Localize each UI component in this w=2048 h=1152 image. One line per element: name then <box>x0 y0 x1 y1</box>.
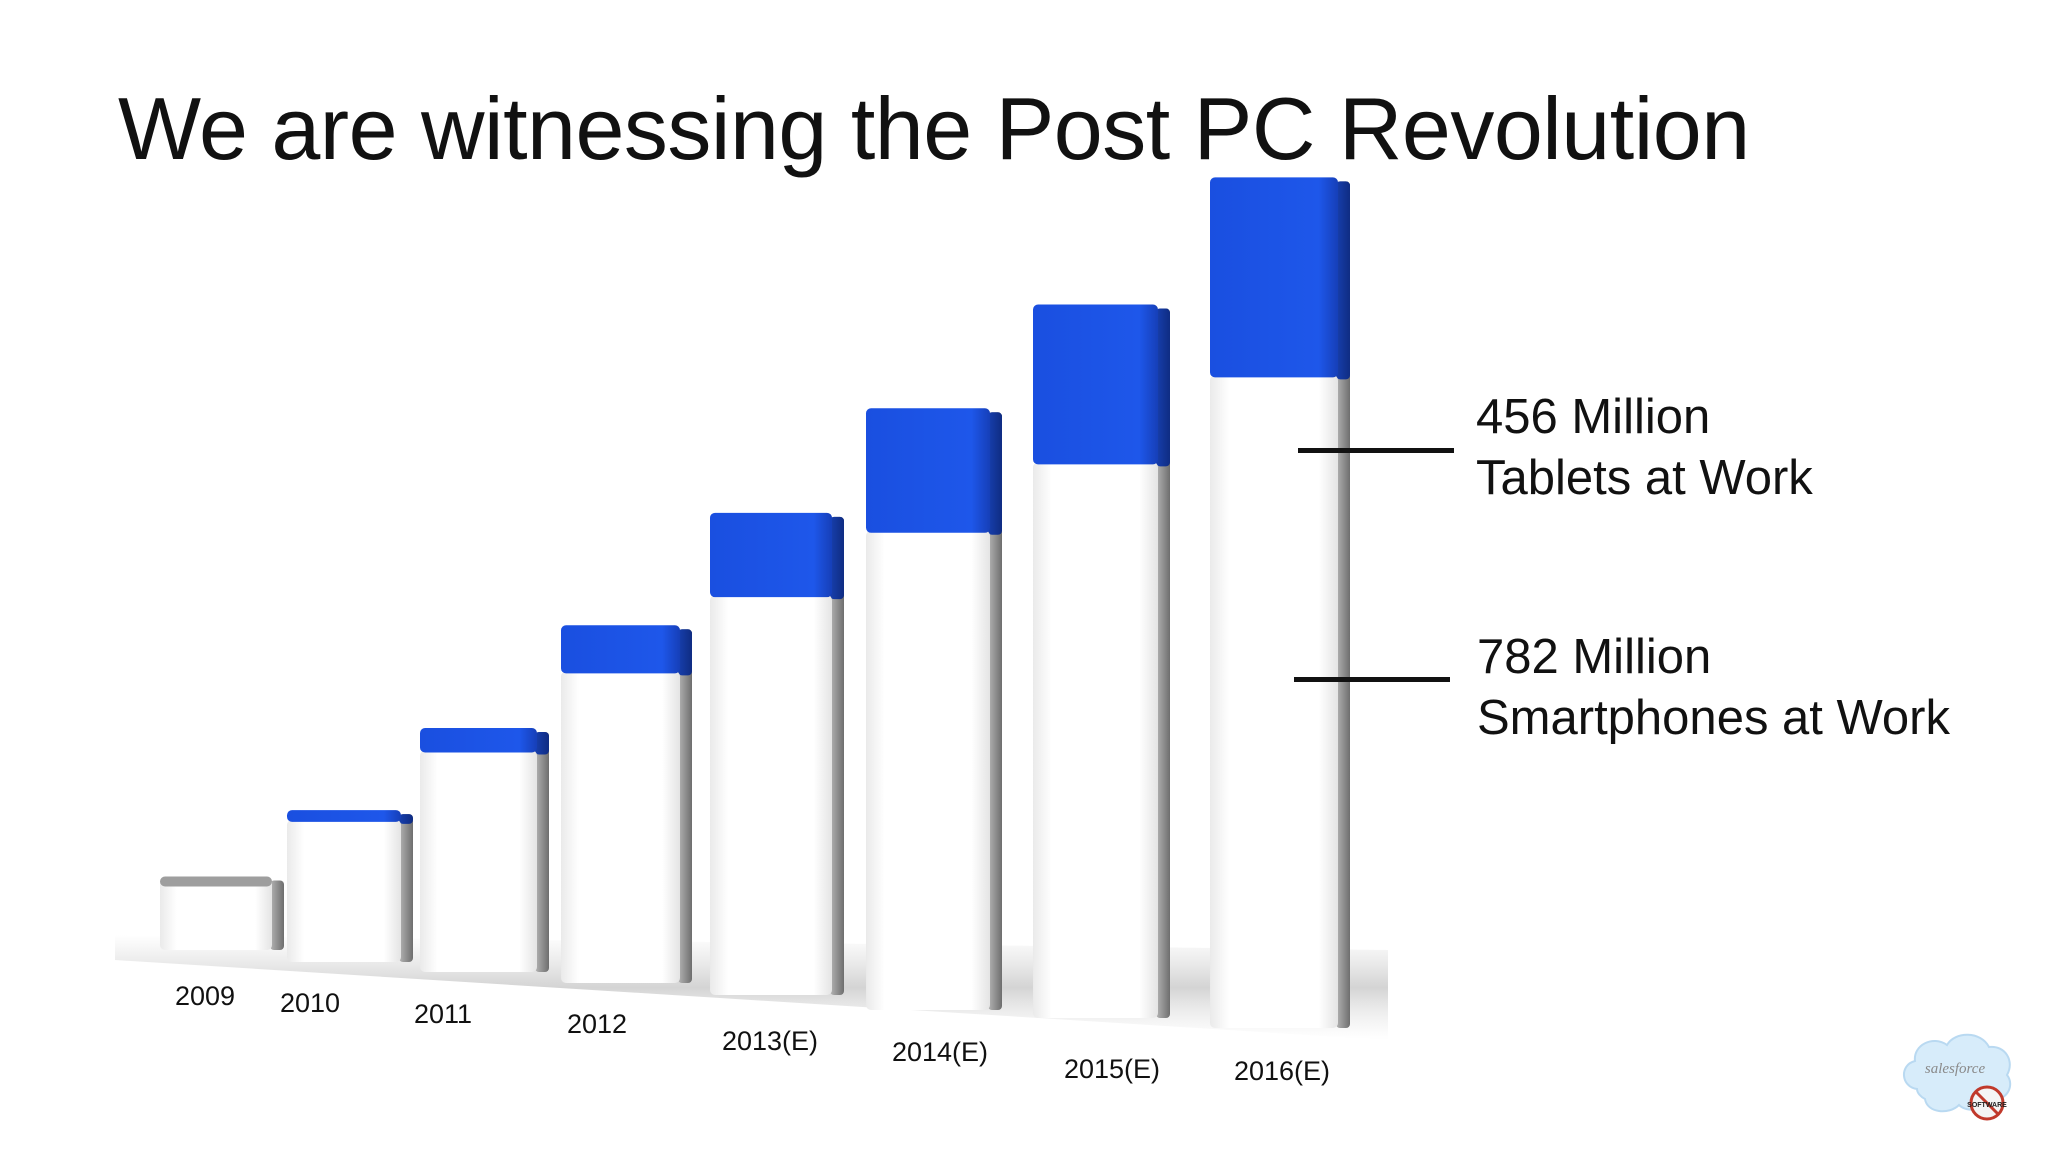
smartphones-label: Smartphones at Work <box>1477 691 1950 745</box>
tablets-value: 456 Million <box>1476 390 1711 444</box>
bar-smartphones-2010 <box>287 819 401 962</box>
category-label-2012: 2012 <box>567 1009 627 1039</box>
bar-tablets-2013(E) <box>710 512 832 598</box>
bar-cap-2009 <box>160 876 272 887</box>
bar-side-2010 <box>399 814 413 962</box>
bar-side-tablets-2010 <box>399 814 413 824</box>
category-labels: 2009 2010 2011 2012 2013(E) 2014(E) 2015(E) 201… <box>175 981 1330 1086</box>
category-label-2015(E): 2015(E) <box>1064 1054 1160 1084</box>
bar-tablets-2011 <box>420 727 537 753</box>
bar-smartphones-2013(E) <box>710 595 832 995</box>
bar-side-2012 <box>678 629 692 983</box>
bar-tablets-2014(E) <box>866 408 990 533</box>
bar-2010 <box>287 810 413 962</box>
bar-smartphones-2016(E) <box>1210 375 1338 1028</box>
smartphones-value: 782 Million <box>1477 630 1712 684</box>
bar-side-tablets-2014(E) <box>988 412 1002 535</box>
bar-side-2011 <box>535 731 549 972</box>
logo-badge-text: SOFTWARE <box>1967 1102 2007 1109</box>
category-label-2011: 2011 <box>414 999 472 1029</box>
category-label-2010: 2010 <box>280 988 340 1018</box>
bar-tablets-2012 <box>561 625 680 674</box>
smartphones-callout: 782 Million Smartphones at Work <box>1477 627 1950 749</box>
bar-smartphones-2011 <box>420 750 537 972</box>
bar-side-2013(E) <box>830 516 844 995</box>
bar-side-tablets-2015(E) <box>1156 308 1170 467</box>
bar-smartphones-2012 <box>561 671 680 983</box>
category-label-2009: 2009 <box>175 981 235 1011</box>
bar-smartphones-2014(E) <box>866 530 990 1010</box>
bar-tablets-2016(E) <box>1210 177 1338 378</box>
bars-layer <box>160 177 1350 1029</box>
category-label-2014(E): 2014(E) <box>892 1037 988 1067</box>
bar-2012 <box>561 625 692 983</box>
tablets-label: Tablets at Work <box>1476 451 1813 505</box>
bar-side-tablets-2013(E) <box>830 516 844 600</box>
tablets-callout: 456 Million Tablets at Work <box>1476 387 1813 509</box>
bar-smartphones-2009 <box>160 876 272 950</box>
slide-title: We are witnessing the Post PC Revolution <box>118 79 1750 178</box>
bar-side-2014(E) <box>988 412 1002 1010</box>
bar-side-2016(E) <box>1336 181 1350 1029</box>
category-label-2016(E): 2016(E) <box>1234 1056 1330 1086</box>
bar-2013(E) <box>710 512 844 995</box>
bar-side-tablets-2012 <box>678 629 692 676</box>
tablets-leader-line <box>1298 448 1454 453</box>
bar-2015(E) <box>1033 304 1170 1019</box>
bar-2014(E) <box>866 408 1002 1010</box>
bar-side-2009 <box>270 880 284 950</box>
bar-tablets-2015(E) <box>1033 304 1158 465</box>
bar-side-2015(E) <box>1156 308 1170 1018</box>
logo-text: salesforce <box>1925 1061 1986 1077</box>
bar-2016(E) <box>1210 177 1350 1029</box>
bar-2011 <box>420 727 549 972</box>
bar-side-tablets-2016(E) <box>1336 181 1350 380</box>
bar-side-tablets-2011 <box>535 731 549 755</box>
bar-tablets-2010 <box>287 810 401 822</box>
bar-2009 <box>160 876 284 950</box>
smartphones-leader-line <box>1294 677 1450 682</box>
bar-smartphones-2015(E) <box>1033 462 1158 1019</box>
category-label-2013(E): 2013(E) <box>722 1026 818 1056</box>
salesforce-logo: salesforce SOFTWARE <box>1903 1033 2012 1121</box>
